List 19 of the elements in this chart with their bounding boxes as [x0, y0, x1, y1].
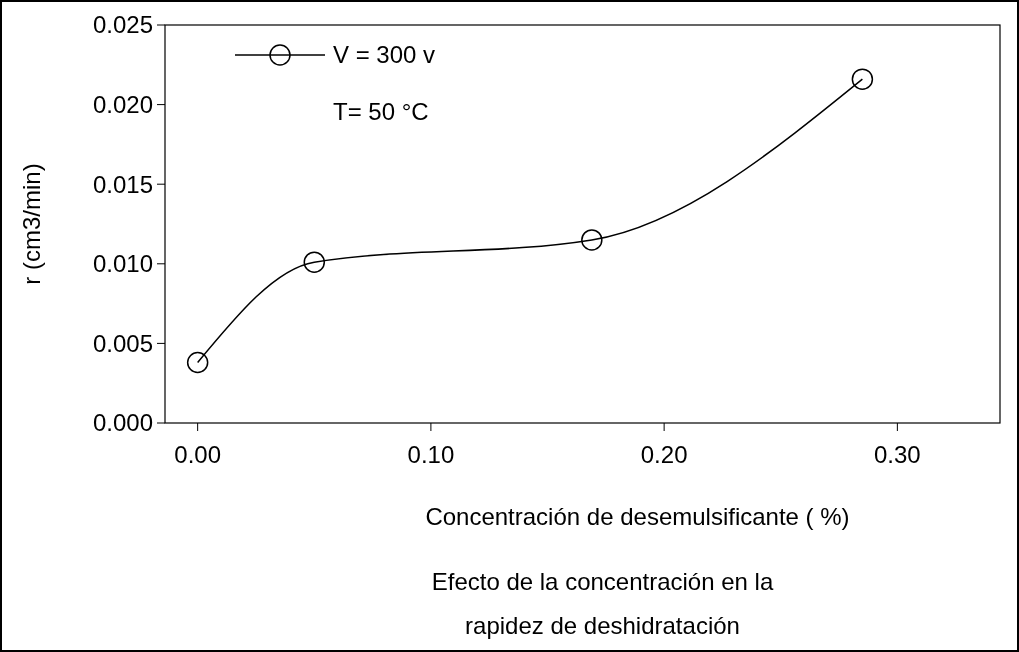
legend-label: V = 300 v [333, 41, 436, 69]
point [303, 251, 326, 273]
x-tick-label: 0.10 [407, 441, 455, 468]
y-tick-label: 0.025 [92, 11, 153, 39]
point [186, 351, 209, 374]
x-axis-title: Concentración de desemulsificante ( %) [425, 503, 850, 530]
y-tick-label: 0.000 [92, 409, 153, 437]
text: Efecto de la concentración en la rapidez de deshidratación [431, 568, 774, 639]
y-tick-label: 0.015 [92, 170, 153, 198]
y-tick-label: 0.010 [92, 250, 153, 278]
x-tick-label: 0.20 [640, 441, 688, 468]
point [581, 229, 603, 251]
point [851, 68, 874, 90]
x-tick-label: 0.30 [874, 441, 921, 468]
x-tick-label: 0.00 [174, 441, 222, 468]
y-tick-label: 0.020 [92, 91, 153, 118]
annotation: T= 50 °C [333, 98, 429, 125]
y-tick-label: 0.005 [92, 329, 153, 357]
y-axis-title: r (cm3/min) [18, 163, 45, 285]
